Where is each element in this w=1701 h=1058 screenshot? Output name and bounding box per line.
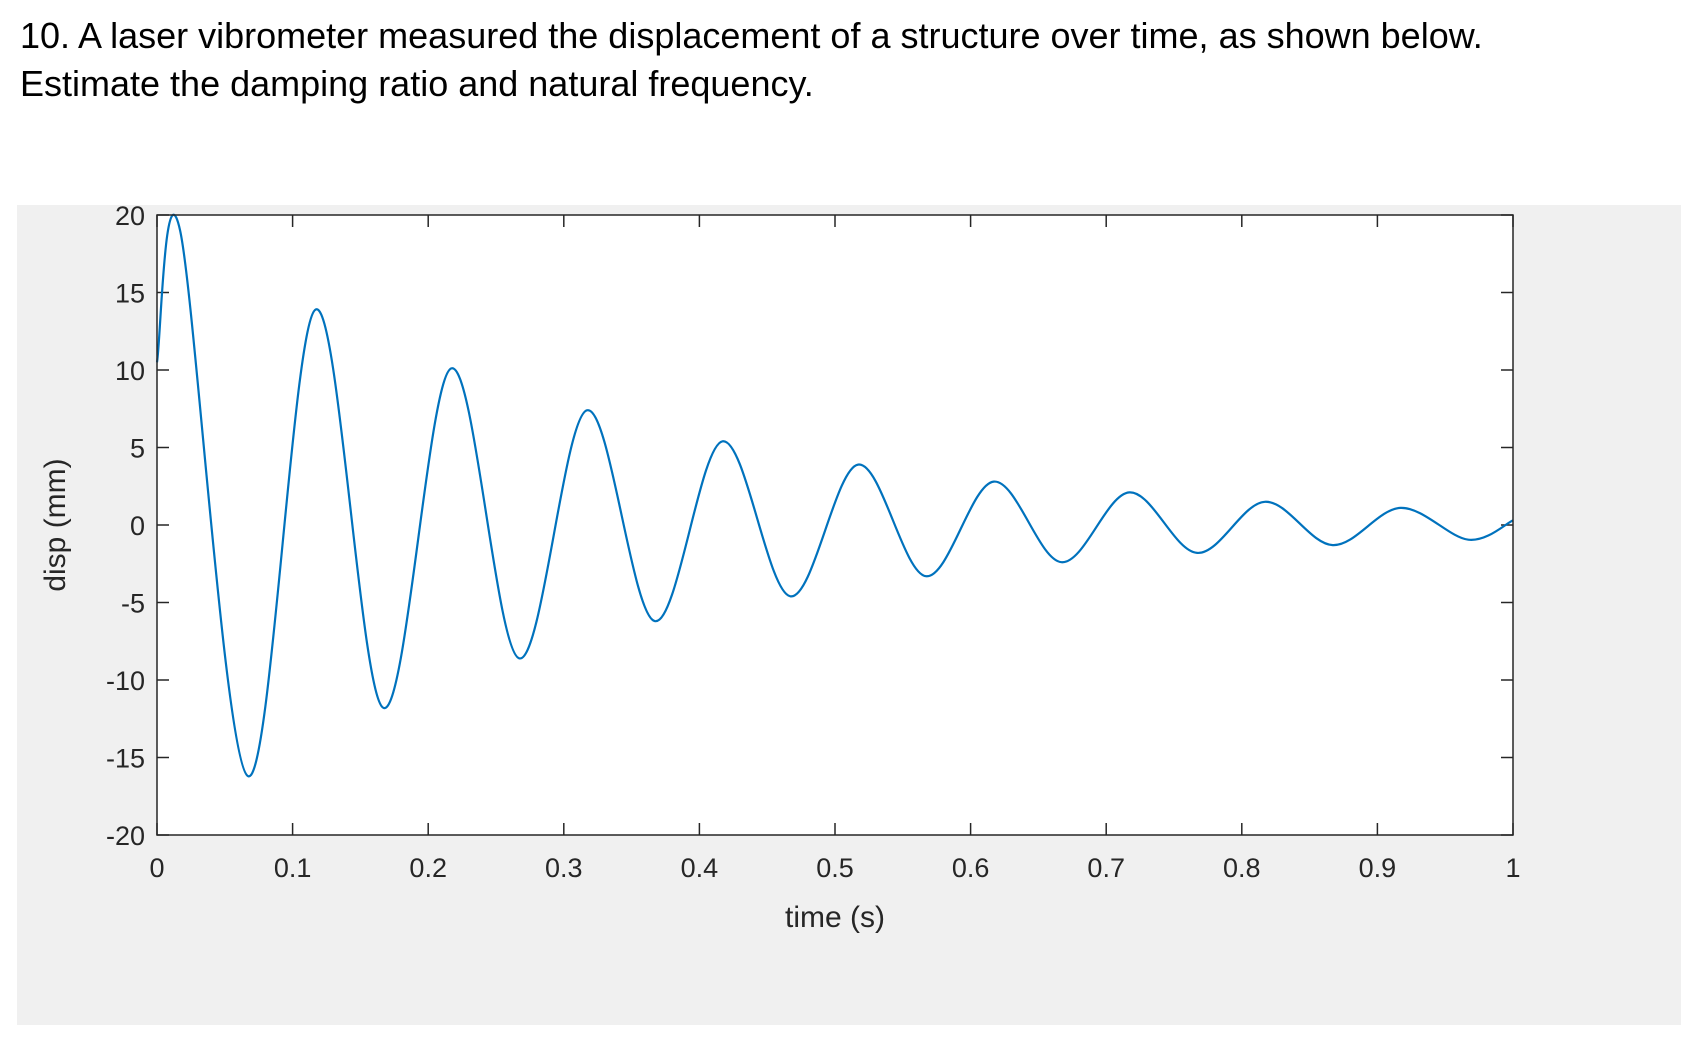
y-tick-label: 20	[115, 205, 145, 231]
y-tick-label: -10	[106, 666, 145, 696]
x-tick-label: 0.2	[409, 853, 447, 883]
x-tick-label: 0	[149, 853, 164, 883]
x-tick-label: 1	[1505, 853, 1520, 883]
plot-frame	[156, 214, 1514, 836]
series-line-displacement	[155, 213, 1514, 778]
plot-area	[157, 215, 1513, 835]
y-tick-label: -20	[106, 821, 145, 851]
y-tick-label: -15	[106, 744, 145, 774]
y-tick-label: 15	[115, 279, 145, 309]
x-tick-label: 0.7	[1087, 853, 1125, 883]
x-tick-label: 0.6	[952, 853, 990, 883]
x-tick-labels: 0 0.1 0.2 0.3 0.4 0.5 0.6 0.7 0.8 0.9 1	[149, 853, 1520, 883]
figure-panel: 0 0.1 0.2 0.3 0.4 0.5 0.6 0.7 0.8 0.9 1 20 15 10 5 0 -5…	[17, 205, 1681, 1025]
x-tick-label: 0.9	[1359, 853, 1397, 883]
displacement-chart: 0 0.1 0.2 0.3 0.4 0.5 0.6 0.7 0.8 0.9 1 20 15 10 5 0 -5…	[39, 205, 1521, 934]
question-text: 10. A laser vibrometer measured the disp…	[20, 12, 1680, 108]
y-tick-label: 10	[115, 356, 145, 386]
x-tick-label: 0.3	[545, 853, 583, 883]
x-tick-label: 0.4	[681, 853, 719, 883]
x-tick-label: 0.5	[816, 853, 854, 883]
y-tick-labels: 20 15 10 5 0 -5 -10 -15 -20	[106, 205, 145, 851]
x-tick-label: 0.1	[274, 853, 312, 883]
question-line-2: Estimate the damping ratio and natural f…	[20, 63, 814, 104]
y-tick-label: 5	[130, 434, 145, 464]
y-tick-label: -5	[121, 589, 145, 619]
question-line-1: 10. A laser vibrometer measured the disp…	[20, 15, 1483, 56]
y-axis-label: disp (mm)	[39, 458, 72, 591]
x-tick-label: 0.8	[1223, 853, 1261, 883]
y-tick-label: 0	[130, 511, 145, 541]
x-axis-label: time (s)	[785, 901, 885, 934]
